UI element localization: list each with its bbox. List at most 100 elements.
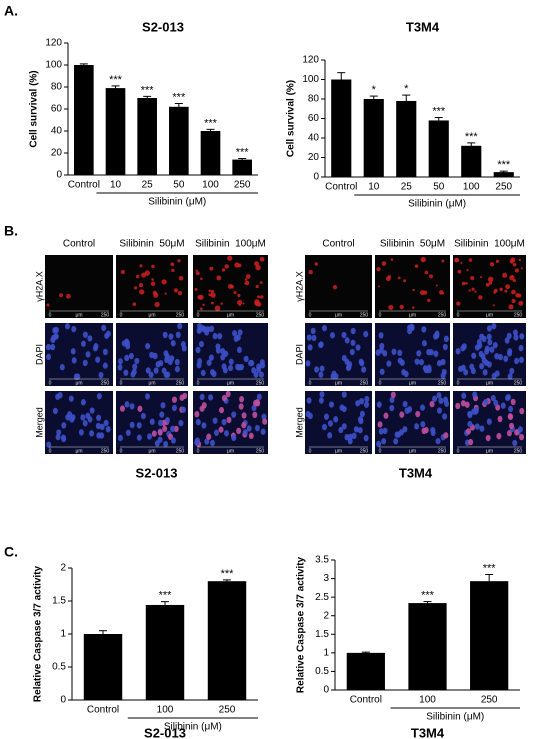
nucleus xyxy=(95,422,101,430)
foci xyxy=(177,290,183,296)
foci xyxy=(209,266,214,271)
foci xyxy=(170,262,175,267)
nucleus xyxy=(330,373,336,380)
scale-label: 0 xyxy=(457,380,460,386)
foci xyxy=(198,294,204,300)
nucleus xyxy=(236,346,242,354)
nucleus xyxy=(363,401,369,408)
nucleus xyxy=(117,358,123,365)
scale-label: 0 xyxy=(120,312,123,318)
nucleus xyxy=(171,404,177,412)
nucleus xyxy=(512,439,518,447)
nucleus xyxy=(119,405,125,412)
y-axis-label: Relative Caspase 3/7 activity xyxy=(296,556,307,693)
row-label: Merged xyxy=(34,407,44,438)
foci xyxy=(46,303,50,307)
scale-label: μm xyxy=(486,312,493,318)
nucleus xyxy=(399,411,405,418)
nucleus xyxy=(170,437,176,444)
nucleus xyxy=(82,359,88,367)
nucleus xyxy=(243,355,249,363)
nucleus xyxy=(59,363,65,371)
nucleus xyxy=(228,364,234,372)
foci xyxy=(308,269,313,275)
bar xyxy=(428,120,449,177)
nucleus xyxy=(492,341,498,349)
nucleus xyxy=(259,359,265,366)
nucleus xyxy=(341,354,347,362)
foci xyxy=(150,281,156,286)
scale-label: 0 xyxy=(457,312,460,318)
nucleus xyxy=(55,433,61,441)
nucleus xyxy=(397,357,403,364)
column-label: Silibinin 100μM xyxy=(454,239,525,250)
nucleus xyxy=(221,394,227,402)
nucleus xyxy=(145,367,151,374)
nucleus xyxy=(225,390,231,398)
nucleus xyxy=(486,418,492,425)
scale-label: 250 xyxy=(438,312,447,318)
nucleus xyxy=(432,395,438,403)
nucleus xyxy=(231,434,237,442)
nucleus xyxy=(350,327,356,335)
y-tick-label: 60 xyxy=(308,113,320,124)
x-tick-label: 100 xyxy=(202,180,219,191)
nucleus xyxy=(440,372,446,379)
nucleus xyxy=(46,353,52,361)
nucleus xyxy=(246,425,252,432)
nucleus xyxy=(389,404,395,412)
nucleus xyxy=(87,335,93,342)
scale-label: μm xyxy=(148,380,155,386)
scale-label: μm xyxy=(148,448,155,454)
foci xyxy=(256,302,262,307)
nucleus xyxy=(254,424,260,432)
foci xyxy=(399,304,404,310)
nucleus xyxy=(199,393,205,401)
nucleus xyxy=(465,428,471,435)
nucleus xyxy=(196,327,202,334)
nucleus xyxy=(327,432,333,439)
scale-label: 0 xyxy=(197,380,200,386)
nucleus xyxy=(75,373,81,380)
nucleus xyxy=(70,414,76,421)
foci xyxy=(257,295,261,299)
x-tick-label: 250 xyxy=(495,182,512,193)
foci xyxy=(412,288,415,292)
bar xyxy=(396,100,417,177)
nucleus xyxy=(102,348,108,356)
significance: *** xyxy=(465,131,479,143)
scale-label: 250 xyxy=(101,312,110,318)
foci xyxy=(230,284,234,289)
scale-label: μm xyxy=(486,448,493,454)
bar xyxy=(169,106,189,175)
nucleus xyxy=(381,438,387,445)
nucleus xyxy=(376,401,382,408)
nucleus xyxy=(129,421,135,429)
nucleus xyxy=(434,330,440,337)
nucleus xyxy=(105,330,111,337)
foci xyxy=(504,289,508,293)
nucleus xyxy=(163,440,169,448)
bar xyxy=(145,604,185,700)
scale-label: 0 xyxy=(379,448,382,454)
panel-label: A. xyxy=(4,3,18,19)
nucleus xyxy=(323,413,329,420)
nucleus xyxy=(414,423,420,430)
x-tick-label: 10 xyxy=(368,182,380,193)
scale-label: 250 xyxy=(514,380,523,386)
nucleus xyxy=(464,401,470,408)
nucleus xyxy=(102,362,108,369)
foci xyxy=(471,287,475,291)
nucleus xyxy=(178,419,184,427)
foci xyxy=(511,289,516,295)
nucleus xyxy=(219,406,225,414)
foci xyxy=(135,274,140,279)
nucleus xyxy=(68,395,74,402)
nucleus xyxy=(467,411,473,419)
nucleus xyxy=(415,410,421,418)
foci xyxy=(332,285,338,290)
significance: * xyxy=(372,84,377,96)
nucleus xyxy=(124,354,130,362)
foci xyxy=(429,274,433,279)
x-tick-label: 250 xyxy=(234,180,251,191)
